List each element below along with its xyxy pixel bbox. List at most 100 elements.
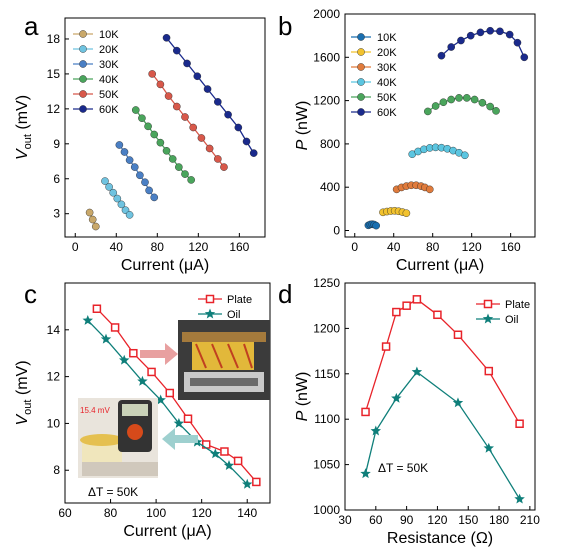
inset-arrow-left <box>162 428 198 450</box>
inset-photo-rig <box>178 320 270 400</box>
legend-swatch-marker <box>79 75 87 83</box>
series-line <box>87 319 248 485</box>
legend-swatch-marker <box>79 90 87 98</box>
data-point <box>462 94 471 102</box>
series-10k <box>364 220 380 230</box>
y-tick-label: 1050 <box>313 458 340 472</box>
legend-swatch-marker <box>204 308 216 319</box>
x-tick-label: 0 <box>72 240 79 254</box>
y-tick-label: 10 <box>47 416 61 430</box>
data-point <box>155 394 166 405</box>
delta-t-annotation: ΔT = 50K <box>378 461 428 475</box>
y-axis-label: Vout (mV) <box>14 95 34 160</box>
data-point <box>220 163 228 171</box>
data-point <box>205 144 214 153</box>
data-point <box>433 310 442 320</box>
y-tick-label: 12 <box>47 102 61 116</box>
data-point <box>431 102 440 110</box>
data-point <box>162 34 171 42</box>
y-tick-label: 1250 <box>313 276 340 290</box>
y-tick-label: 9 <box>53 137 60 151</box>
y-tick-label: 1200 <box>313 94 340 108</box>
data-point <box>162 146 171 155</box>
x-tick-label: 120 <box>192 506 212 520</box>
data-point <box>447 95 456 104</box>
data-point <box>203 85 212 93</box>
data-point <box>100 333 112 344</box>
legend: 10K 20K 30K 40K 50K 60K <box>73 29 119 116</box>
data-point <box>492 107 500 115</box>
data-point <box>241 478 253 489</box>
delta-t-annotation: ΔT = 50K <box>88 485 138 499</box>
data-point <box>214 98 222 106</box>
data-point <box>88 215 97 224</box>
data-point <box>173 417 185 428</box>
series-line <box>151 73 225 168</box>
series-20k <box>379 207 411 217</box>
inset-meter-reading: 15.4 mV <box>80 406 110 415</box>
data-point <box>486 26 494 35</box>
data-point <box>515 419 524 428</box>
series-line <box>96 308 257 483</box>
data-point <box>234 123 243 132</box>
y-tick-label: 1000 <box>313 503 340 517</box>
legend-entry: 30K <box>377 62 397 74</box>
data-point <box>466 31 475 40</box>
data-point <box>120 148 129 156</box>
legend-swatch-marker <box>357 78 365 86</box>
data-point <box>496 27 504 36</box>
data-point <box>164 92 173 100</box>
x-tick-label: 60 <box>58 506 72 520</box>
y-tick-label: 2000 <box>313 7 340 21</box>
y-tick-label: 15 <box>47 67 61 81</box>
data-point <box>189 123 198 132</box>
x-tick-label: 0 <box>351 240 358 254</box>
data-point <box>193 72 202 81</box>
x-tick-label: 100 <box>146 506 166 520</box>
data-point <box>105 183 113 191</box>
y-axis-label: P (nW) <box>294 372 311 422</box>
legend: Plate Oil <box>476 299 530 326</box>
series-40k <box>408 143 469 160</box>
data-point <box>360 468 371 479</box>
data-point <box>381 342 391 351</box>
y-tick-label: 1600 <box>313 50 340 64</box>
x-axis-label: Resistance (Ω) <box>387 530 493 547</box>
plot-frame <box>344 282 536 511</box>
data-point <box>220 447 229 456</box>
y-tick-label: 12 <box>47 370 61 384</box>
legend-swatch-marker <box>483 299 493 309</box>
y-tick-label: 800 <box>320 137 340 151</box>
series-line <box>135 109 192 181</box>
legend-entry: 50K <box>377 92 397 104</box>
y-axis-label: Vout (mV) <box>14 360 34 425</box>
series-oil <box>360 366 525 504</box>
data-point <box>144 122 152 131</box>
data-point <box>125 156 134 164</box>
data-point <box>117 200 126 209</box>
data-point <box>476 28 485 37</box>
legend-swatch-marker <box>482 313 494 324</box>
data-point <box>461 151 469 160</box>
data-point <box>470 95 479 104</box>
legend-swatch-marker <box>357 63 365 71</box>
legend-entry: 10K <box>99 29 119 41</box>
x-tick-label: 40 <box>110 240 124 254</box>
series-60k <box>162 34 258 157</box>
data-point <box>172 102 181 111</box>
x-tick-label: 160 <box>501 240 521 254</box>
data-point <box>156 138 165 147</box>
data-point <box>370 425 382 436</box>
legend-swatch-marker <box>79 45 87 53</box>
data-point <box>165 388 175 398</box>
legend-swatch-marker <box>357 48 365 56</box>
legend-swatch-marker <box>79 60 87 68</box>
legend: 10K 20K 30K 40K 50K 60K <box>351 32 397 119</box>
legend-swatch-marker <box>79 30 87 38</box>
data-point <box>175 163 183 171</box>
data-point <box>484 366 494 376</box>
data-point <box>131 106 140 114</box>
data-point <box>85 208 94 217</box>
series-50k <box>424 94 500 116</box>
data-point <box>514 493 525 504</box>
